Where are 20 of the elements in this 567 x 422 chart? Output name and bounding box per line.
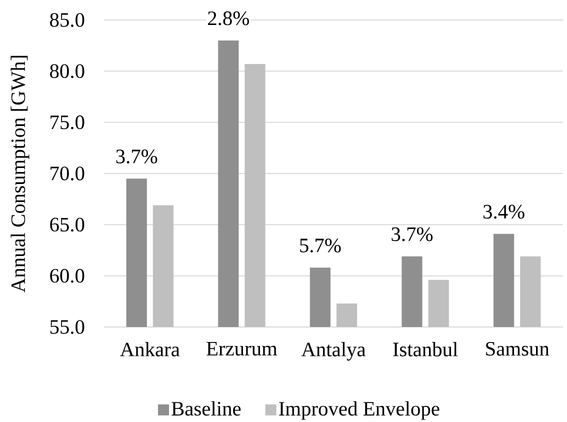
y-axis-title: Annual Consumption [GWh] (10, 56, 30, 292)
y-tick-label: 55.0 (50, 320, 84, 334)
x-tick-label: Samsun (486, 342, 550, 356)
y-tick-label: 85.0 (50, 13, 84, 27)
y-tick-label: 70.0 (50, 166, 84, 180)
y-tick-label: 65.0 (50, 218, 84, 232)
x-tick-label: Ankara (120, 342, 180, 356)
x-tick-label: Istanbul (393, 342, 458, 356)
legend-label: Baseline (172, 401, 241, 416)
x-tick-label: Erzurum (206, 342, 278, 356)
y-tick-label: 75.0 (50, 115, 84, 130)
annotation: 3.7% (116, 150, 158, 164)
x-tick-label: Antalya (301, 342, 366, 361)
annotation: 3.7% (392, 227, 433, 242)
legend-label: Improved Envelope (279, 401, 440, 420)
annotation: 3.4% (484, 204, 524, 219)
annotation: 5.7% (300, 238, 341, 252)
y-tick-label: 80.0 (50, 64, 84, 78)
annotation: 2.8% (208, 11, 249, 26)
y-tick-label: 60.0 (50, 268, 84, 283)
